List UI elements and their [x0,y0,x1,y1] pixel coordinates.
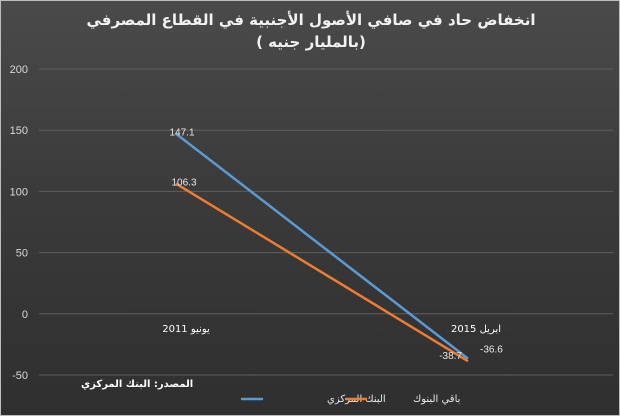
data-label: -38.7 [439,351,462,362]
category-label: ابريل 2015 [451,324,501,335]
y-tick-label: 50 [16,248,28,260]
data-label: 147.1 [169,128,194,139]
chart-title-line1: انخفاض حاد في صافي الأصول الأجنبية في ال… [86,11,536,29]
chart-title: انخفاض حاد في صافي الأصول الأجنبية في ال… [41,9,581,53]
source-note: المصدر: البنك المركزي [81,379,194,390]
data-label: 106.3 [171,178,196,189]
y-tick-label: 150 [10,125,28,137]
legend-label: باقي البنوك [413,394,460,405]
y-axis: 200 150 100 50 0 -50 [10,64,28,382]
gridlines [39,68,613,376]
category-labels: يونيو 2011 ابريل 2015 [162,324,501,335]
data-labels: 147.1 -36.6 106.3 -38.7 [169,128,503,362]
series-line-other-banks [175,182,469,363]
series-line-central-bank [175,132,469,360]
chart-title-line2: (بالمليار جنيه ) [256,33,366,51]
series-lines [175,132,469,363]
y-tick-label: -50 [12,370,28,382]
y-tick-label: 100 [10,186,28,198]
legend: البنك المركزي باقي البنوك [241,394,460,405]
y-tick-label: 0 [22,309,28,321]
y-tick-label: 200 [10,64,28,76]
category-label: يونيو 2011 [162,324,210,335]
data-label: -36.6 [480,345,503,356]
